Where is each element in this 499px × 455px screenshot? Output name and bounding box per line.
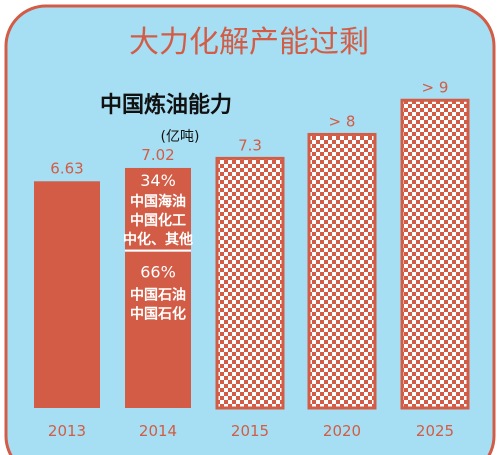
chart-subtitle: 中国炼油能力 <box>100 92 232 118</box>
x-tick-2013: 2013 <box>48 422 86 440</box>
x-tick-2020: 2020 <box>323 422 361 440</box>
value-label-2025: > 9 <box>422 78 449 96</box>
segment-bottom-label-1: 中国石化 <box>130 306 186 323</box>
segment-top-label-1: 中国化工 <box>130 212 186 229</box>
bar-2014-segment-top <box>125 167 191 250</box>
x-tick-2015: 2015 <box>231 422 269 440</box>
value-labels-group: 6.63 7.02 7.3 > 8 > 9 <box>50 78 448 177</box>
x-tick-2025: 2025 <box>416 422 454 440</box>
bar-2013 <box>34 181 100 408</box>
chart-title: 大力化解产能过剩 <box>129 25 369 60</box>
value-label-2015: 7.3 <box>238 136 262 154</box>
segment-top-label-2: 中化、其他 <box>123 231 193 248</box>
value-label-2014: 7.02 <box>141 146 174 164</box>
value-label-2020: > 8 <box>329 112 356 130</box>
segment-top-label-0: 中国海油 <box>130 193 186 210</box>
x-tick-2014: 2014 <box>139 422 177 440</box>
bar-2025 <box>400 98 470 410</box>
bar-2014-segment-bottom <box>125 251 191 408</box>
bar-2015 <box>215 156 285 410</box>
segment-top-pct: 34% <box>140 171 176 190</box>
x-ticks-group: 2013 2014 2015 2020 2025 <box>48 422 454 440</box>
chart-unit: (亿吨) <box>161 129 200 145</box>
bar-2020 <box>307 132 377 410</box>
value-label-2013: 6.63 <box>50 159 83 177</box>
segment-bottom-pct: 66% <box>140 263 176 282</box>
segment-bottom-label-0: 中国石油 <box>130 287 186 304</box>
